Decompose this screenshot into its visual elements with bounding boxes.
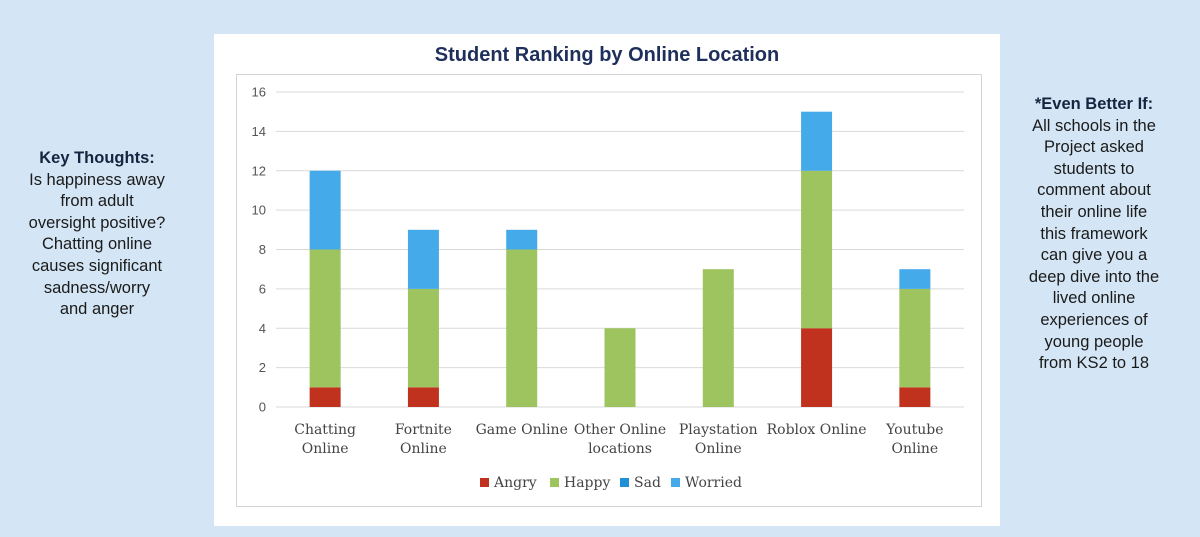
stacked-bar-chart: 0 2 4 6 8 10 12 14 16 Chatting Online Fortnite Onlin… xyxy=(252,85,964,491)
x-category-label-line: Online xyxy=(695,441,742,457)
legend-swatch-sad xyxy=(620,478,629,487)
x-category-label-line: Chatting xyxy=(294,422,356,438)
chart-title: Student Ranking by Online Location xyxy=(434,44,780,66)
y-tick-label: 12 xyxy=(252,163,266,178)
bar-happy xyxy=(899,288,931,388)
legend-label-happy: Happy xyxy=(564,475,610,491)
legend-label-worried: Worried xyxy=(685,475,742,491)
x-category-label: Fortnite Online xyxy=(395,422,452,457)
x-category-label: Other Online locations xyxy=(574,422,666,457)
x-category-label: Youtube Online xyxy=(885,422,943,457)
bar-worried xyxy=(407,229,439,289)
x-category-label-line: locations xyxy=(588,441,652,457)
bar-angry xyxy=(801,328,833,407)
key-thoughts-note: Key Thoughts: Is happiness away from adu… xyxy=(28,148,166,321)
y-tick-label: 6 xyxy=(259,281,266,296)
y-tick-label: 8 xyxy=(259,242,266,257)
legend-swatch-happy xyxy=(550,478,559,487)
x-category-label: Roblox Online xyxy=(767,422,867,438)
legend-label-sad: Sad xyxy=(634,475,661,491)
legend-label-angry: Angry xyxy=(493,475,537,491)
y-tick-label: 2 xyxy=(259,360,266,375)
x-category-label: Game Online xyxy=(476,422,568,438)
key-thoughts-heading: Key Thoughts: xyxy=(39,149,155,167)
y-tick-label: 10 xyxy=(252,203,266,218)
y-tick-label: 14 xyxy=(252,124,266,139)
x-category-label-line: Online xyxy=(891,441,938,457)
x-category-label-line: Youtube xyxy=(885,422,943,438)
bar-happy xyxy=(506,249,538,407)
chart-panel: Student Ranking by Online Location 0 2 4 6 8… xyxy=(214,34,1000,526)
bar-angry xyxy=(309,387,341,407)
x-category-label: Chatting Online xyxy=(294,422,356,457)
x-category-label-line: Online xyxy=(302,441,349,457)
x-category-label-line: Online xyxy=(400,441,447,457)
plot-frame xyxy=(236,74,982,507)
bar-happy xyxy=(407,288,439,388)
x-category-label: Playstation Online xyxy=(679,422,758,457)
x-category-label-line: Playstation xyxy=(679,422,758,438)
x-category-label-line: Fortnite xyxy=(395,422,452,438)
bar-happy xyxy=(309,249,341,388)
legend-swatch-worried xyxy=(671,478,680,487)
x-category-label-line: Other Online xyxy=(574,422,666,438)
even-better-if-note: *Even Better If: All schools in the Proj… xyxy=(1026,94,1162,375)
bar-happy xyxy=(801,170,833,329)
even-better-if-body: All schools in the Project asked student… xyxy=(1028,116,1160,373)
x-category-label-line: Roblox Online xyxy=(767,422,867,438)
bar-worried xyxy=(899,269,931,289)
legend-swatch-angry xyxy=(480,478,489,487)
bar-worried xyxy=(506,229,538,250)
x-category-label-line: Game Online xyxy=(476,422,568,438)
key-thoughts-body: Is happiness away from adult oversight p… xyxy=(28,170,166,319)
bar-happy xyxy=(702,269,734,407)
bar-happy xyxy=(604,328,636,407)
bar-angry xyxy=(899,387,931,407)
bar-worried xyxy=(801,111,833,171)
bar-worried xyxy=(309,170,341,250)
even-better-if-heading: *Even Better If: xyxy=(1034,95,1154,113)
bar-angry xyxy=(407,387,439,407)
y-tick-label: 4 xyxy=(259,321,266,336)
y-tick-label: 16 xyxy=(252,85,266,100)
y-tick-label: 0 xyxy=(259,400,266,415)
